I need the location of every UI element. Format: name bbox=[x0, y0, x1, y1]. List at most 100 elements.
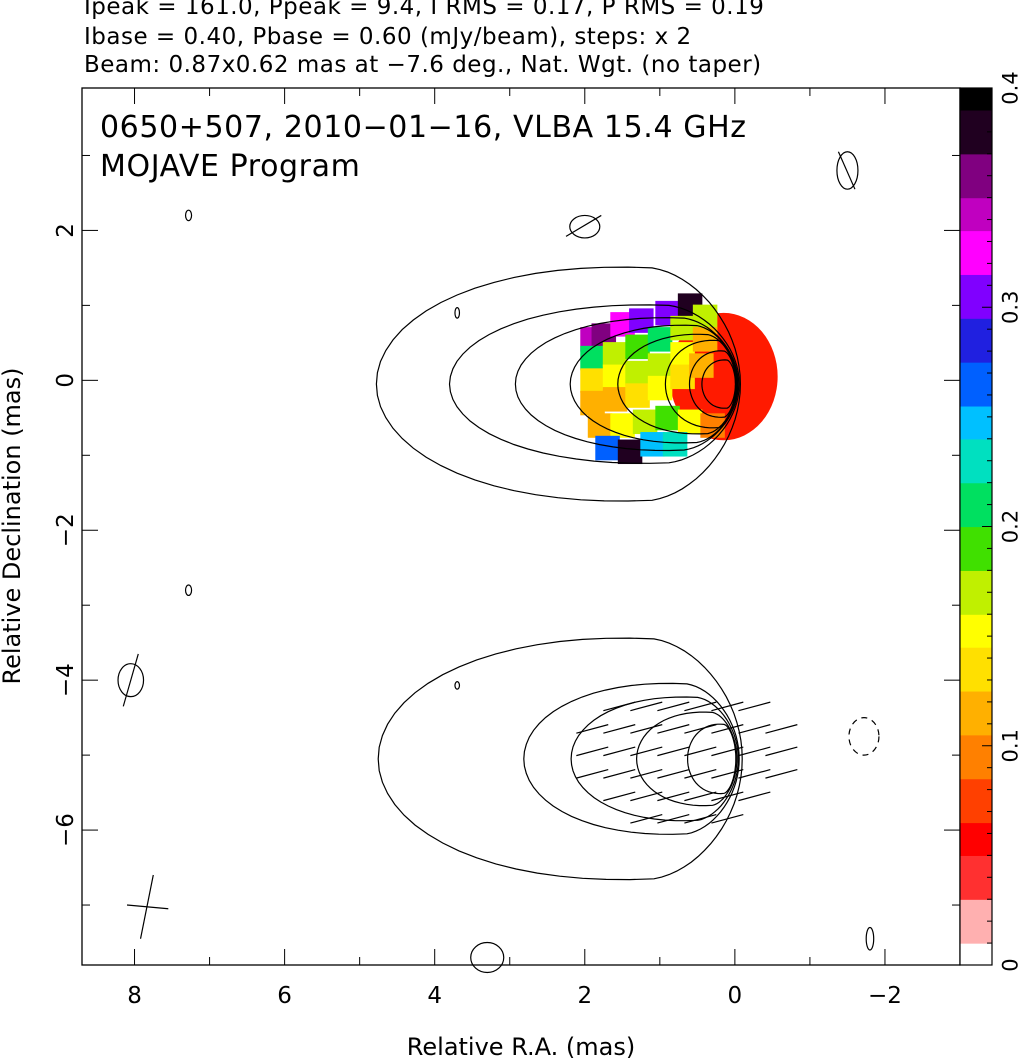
polarization-vector bbox=[630, 746, 663, 757]
intensity-contour bbox=[569, 324, 739, 444]
colorbar-segment bbox=[960, 559, 992, 571]
colorbar-segment bbox=[960, 219, 992, 232]
noise-contour bbox=[569, 214, 601, 239]
pol-pixel bbox=[662, 432, 688, 457]
intensity-contour bbox=[375, 266, 742, 502]
pol-pixel bbox=[617, 439, 643, 465]
colorbar-segment bbox=[960, 296, 992, 308]
polarization-vector bbox=[738, 791, 771, 802]
noise-contour bbox=[122, 653, 139, 707]
polarization-vector bbox=[711, 746, 744, 757]
colorbar-segment bbox=[960, 88, 992, 100]
polarization-vector bbox=[576, 769, 609, 779]
polarization-vector bbox=[630, 813, 663, 824]
colorbar-segment bbox=[960, 405, 992, 418]
colorbar-segment bbox=[960, 855, 992, 867]
colorbar-segment bbox=[960, 120, 992, 133]
pol-pixel bbox=[640, 432, 665, 457]
pol-pixel bbox=[625, 334, 650, 360]
noise-contour bbox=[565, 214, 602, 237]
polarization-vector bbox=[657, 724, 690, 734]
colorbar-segment bbox=[960, 690, 992, 703]
x-tick-label: 8 bbox=[127, 983, 142, 1009]
colorbar-segment bbox=[960, 636, 992, 648]
pol-pixel bbox=[602, 387, 628, 412]
beam-minor-axis bbox=[126, 904, 169, 910]
colorbar-tick-label: 0 bbox=[998, 958, 1021, 971]
colorbar-segment bbox=[960, 438, 992, 451]
polarization-vector bbox=[630, 769, 663, 779]
plot-axes: 8 6 4 2 0 −2 2 0 −2 −4 −6 Relative R.A. (mas) Relati… bbox=[0, 87, 961, 1060]
polarization-vector bbox=[738, 746, 771, 757]
y-tick-label: −6 bbox=[53, 813, 79, 847]
colorbar-segment bbox=[960, 592, 992, 604]
y-tick-label: 2 bbox=[53, 223, 79, 238]
colorbar-segment bbox=[960, 175, 992, 188]
noise-contour bbox=[117, 663, 145, 698]
intensity-contour bbox=[701, 359, 737, 409]
pol-pixel bbox=[580, 345, 605, 371]
noise-contour bbox=[184, 584, 193, 597]
noise-contour bbox=[836, 151, 859, 190]
y-tick-label: −4 bbox=[53, 663, 79, 697]
intensity-contour bbox=[523, 682, 740, 835]
colorbar-segment bbox=[960, 274, 992, 286]
header-line-2: Ibase = 0.40, Pbase = 0.60 (mJy/beam), s… bbox=[84, 24, 692, 50]
colorbar-segment bbox=[960, 647, 992, 659]
colorbar-segment bbox=[960, 954, 992, 966]
noise-contour bbox=[470, 941, 505, 974]
polarization-vector bbox=[576, 746, 609, 757]
polarization-vector bbox=[657, 746, 690, 757]
y-axis-title: Relative Declination (mas) bbox=[0, 367, 26, 684]
colorbar-segment bbox=[960, 789, 992, 802]
colorbar-segment bbox=[960, 669, 992, 681]
colorbar-segment bbox=[960, 756, 992, 769]
polarization-vector bbox=[765, 724, 798, 734]
colorbar-segment bbox=[960, 734, 992, 747]
beam-major-axis bbox=[139, 874, 154, 939]
colorbar-segment bbox=[960, 427, 992, 440]
colorbar-segment bbox=[960, 712, 992, 725]
pol-pixel bbox=[625, 360, 650, 386]
colorbar-segment bbox=[960, 526, 992, 539]
pol-pixel bbox=[692, 327, 718, 352]
x-tick-label: 4 bbox=[427, 983, 442, 1009]
polarization-vector bbox=[738, 701, 771, 712]
colorbar-segment bbox=[960, 910, 992, 922]
noise-contours bbox=[117, 151, 880, 974]
colorbar-segment bbox=[960, 679, 992, 692]
polarization-vector bbox=[738, 769, 771, 779]
colorbar-segment bbox=[960, 131, 992, 144]
colorbar-segment bbox=[960, 899, 992, 911]
noise-contour bbox=[454, 307, 461, 319]
pol-pixel bbox=[655, 405, 680, 431]
x-tick-label: −2 bbox=[868, 983, 902, 1009]
colorbar-segment bbox=[960, 460, 992, 473]
colorbar-segment bbox=[960, 142, 992, 155]
noise-contour bbox=[837, 151, 856, 190]
polarization-vectors bbox=[576, 701, 798, 824]
intensity-contour bbox=[635, 711, 738, 807]
x-tick-label: 2 bbox=[577, 983, 592, 1009]
polarization-vector bbox=[711, 813, 744, 824]
polarization-vector bbox=[765, 746, 798, 757]
colorbar-segment bbox=[960, 394, 992, 407]
colorbar-segment bbox=[960, 800, 992, 813]
colorbar-segment bbox=[960, 515, 992, 528]
pol-pixel bbox=[602, 342, 628, 367]
program-label: MOJAVE Program bbox=[100, 149, 361, 184]
polarization-vector bbox=[765, 769, 798, 779]
colorbar-segment bbox=[960, 493, 992, 506]
colorbar-segment bbox=[960, 745, 992, 758]
colorbar-segment bbox=[960, 570, 992, 582]
colorbar-segment bbox=[960, 373, 992, 385]
fractional-polarization-pixels bbox=[580, 293, 778, 465]
polarization-vector bbox=[603, 701, 636, 712]
colorbar-segment bbox=[960, 241, 992, 254]
panel-label: 0650+507, 2010−01−16, VLBA 15.4 GHz MOJA… bbox=[100, 110, 747, 184]
polarization-vector bbox=[738, 724, 771, 734]
colorbar-segment bbox=[960, 888, 992, 900]
pol-pixel bbox=[647, 375, 673, 401]
intensity-contour bbox=[617, 333, 738, 435]
colorbar-segment bbox=[960, 263, 992, 275]
